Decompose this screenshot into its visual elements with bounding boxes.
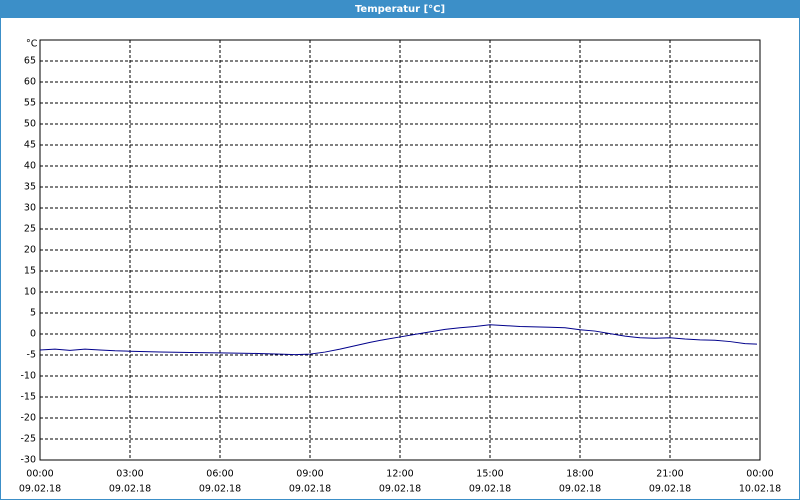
x-tick-date: 09.02.18 (19, 484, 61, 495)
x-tick-date: 09.02.18 (469, 484, 511, 495)
y-tick-label: 30 (24, 203, 36, 214)
x-tick-date: 09.02.18 (559, 484, 601, 495)
y-tick-label: 65 (24, 56, 36, 67)
x-tick-date: 09.02.18 (379, 484, 421, 495)
y-tick-label: 15 (24, 266, 36, 277)
y-tick-label: -15 (20, 392, 36, 403)
y-tick-label: 5 (30, 308, 36, 319)
y-tick-label: 35 (24, 182, 36, 193)
x-tick-label: 03:00 (116, 469, 143, 480)
y-tick-label: 60 (24, 77, 36, 88)
x-tick-label: 15:00 (476, 469, 503, 480)
x-tick-label: 00:00 (26, 469, 53, 480)
x-tick-date: 09.02.18 (649, 484, 691, 495)
x-tick-label: 21:00 (656, 469, 683, 480)
chart-title: Temperatur [°C] (355, 4, 445, 15)
x-tick-date: 09.02.18 (199, 484, 241, 495)
y-tick-label: -20 (20, 413, 36, 424)
y-tick-label: 10 (24, 287, 36, 298)
y-tick-label: 50 (24, 119, 36, 130)
y-tick-label: 20 (24, 245, 36, 256)
y-tick-label: -30 (20, 455, 36, 466)
y-tick-label: 45 (24, 140, 36, 151)
data-line (39, 324, 758, 356)
y-tick-label: -5 (27, 350, 36, 361)
x-tick-date: 09.02.18 (289, 484, 331, 495)
x-tick-label: 00:00 (746, 469, 773, 480)
y-tick-label: 25 (24, 224, 36, 235)
x-tick-label: 06:00 (206, 469, 233, 480)
y-tick-label: 40 (24, 161, 36, 172)
y-tick-label: -25 (20, 434, 36, 445)
x-tick-label: 09:00 (296, 469, 323, 480)
y-tick-label: -10 (20, 371, 36, 382)
x-tick-label: 18:00 (566, 469, 593, 480)
y-tick-label: 55 (24, 98, 36, 109)
x-tick-label: 12:00 (386, 469, 413, 480)
y-tick-label: 0 (30, 329, 36, 340)
x-tick-date: 09.02.18 (109, 484, 151, 495)
y-axis-label: °C (26, 39, 38, 50)
x-tick-date: 10.02.18 (739, 484, 781, 495)
title-bar (0, 0, 800, 18)
